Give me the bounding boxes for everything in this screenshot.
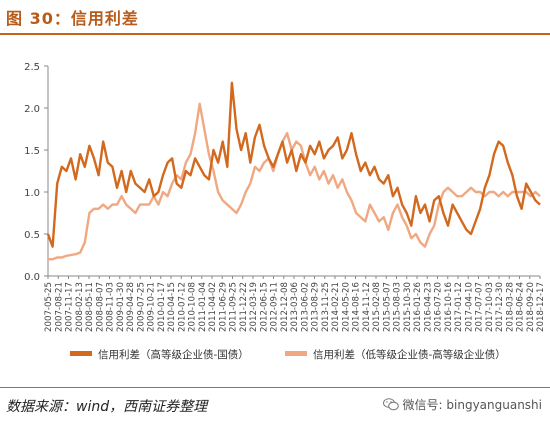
x-tick-label: 2018-03-28 bbox=[505, 282, 515, 332]
x-tick-label: 2012-06-15 bbox=[259, 282, 269, 332]
x-tick-label: 2014-02-21 bbox=[331, 282, 341, 332]
x-tick-label: 2009-10-21 bbox=[147, 282, 157, 332]
x-tick-label: 2011-04-02 bbox=[208, 282, 218, 332]
x-tick-label: 2014-05-20 bbox=[341, 282, 351, 332]
x-tick-label: 2018-09-20 bbox=[526, 282, 536, 332]
x-tick-label: 2013-11-25 bbox=[321, 282, 331, 332]
x-tick-label: 2016-10-16 bbox=[444, 282, 454, 332]
y-tick-label: 1.0 bbox=[24, 188, 40, 199]
x-tick-label: 2007-08-21 bbox=[54, 282, 64, 332]
x-tick-label: 2018-12-17 bbox=[536, 282, 546, 332]
legend-label: 信用利差（高等级企业债-国债） bbox=[98, 348, 249, 361]
x-tick-label: 2017-07-07 bbox=[475, 282, 485, 332]
x-tick-label: 2012-09-11 bbox=[270, 282, 280, 332]
x-tick-label: 2014-08-16 bbox=[352, 282, 362, 332]
wechat-id: 微信号: bingyanguanshi bbox=[402, 398, 542, 412]
x-tick-label: 2012-12-08 bbox=[280, 282, 290, 332]
x-tick-label: 2018-06-24 bbox=[516, 282, 526, 332]
header-rule bbox=[0, 33, 550, 35]
x-tick-label: 2010-01-17 bbox=[157, 282, 167, 332]
y-axis: 0.0 0.5 1.0 1.5 2.0 2.5 bbox=[24, 62, 49, 283]
x-tick-label: 2016-07-20 bbox=[434, 282, 444, 332]
x-tick-label: 2012-03-19 bbox=[249, 282, 259, 332]
credit-spread-chart: 0.00.51.01.52.02.5 2007-05-25 2007-08-21 2… bbox=[24, 62, 546, 361]
x-tick-label: 2016-04-23 bbox=[423, 282, 433, 332]
series-lines bbox=[46, 81, 541, 261]
x-tick-label: 2009-04-28 bbox=[126, 282, 136, 332]
x-tick-label: 2008-11-03 bbox=[106, 282, 116, 332]
x-tick-label: 2017-12-30 bbox=[495, 282, 505, 332]
legend-swatch bbox=[70, 351, 92, 356]
x-tick-label: 2013-08-29 bbox=[311, 282, 321, 332]
x-tick-label: 2016-01-26 bbox=[413, 282, 423, 332]
x-tick-label: 2009-07-25 bbox=[136, 282, 146, 332]
x-tick-label: 2007-05-25 bbox=[44, 282, 54, 332]
wechat-icon bbox=[382, 398, 399, 411]
figure-title: 图 30：信用利差 bbox=[6, 9, 139, 28]
y-tick-label: 1.5 bbox=[24, 146, 40, 157]
series-line-low-grade bbox=[48, 102, 541, 261]
legend: 信用利差（高等级企业债-国债） 信用利差（低等级企业债-高等级企业债） bbox=[70, 348, 506, 361]
x-tick-label: 2008-08-07 bbox=[95, 282, 105, 332]
source-note: 数据来源：wind，西南证券整理 bbox=[6, 399, 208, 415]
x-tick-label: 2011-01-04 bbox=[198, 282, 208, 332]
legend-swatch bbox=[285, 351, 307, 356]
x-tick-label: 2015-05-07 bbox=[382, 282, 392, 332]
x-tick-label: 2011-06-29 bbox=[218, 282, 228, 332]
x-tick-label: 2013-03-06 bbox=[290, 282, 300, 332]
y-tick-label: 2.0 bbox=[24, 104, 40, 115]
x-tick-label: 2014-11-12 bbox=[362, 282, 372, 332]
figure-header: 图 30：信用利差 bbox=[0, 0, 550, 35]
x-tick-label: 2010-07-12 bbox=[177, 282, 187, 332]
x-tick-label: 2010-10-08 bbox=[188, 282, 198, 332]
x-tick-label: 2010-04-15 bbox=[167, 282, 177, 332]
x-tick-label: 2017-04-10 bbox=[464, 282, 474, 332]
y-tick-label: 2.5 bbox=[24, 62, 40, 73]
wechat-watermark: 微信号: bingyanguanshi bbox=[382, 396, 542, 413]
x-axis: 2007-05-25 2007-08-21 2007-11-17 2008-02-13… bbox=[44, 275, 546, 332]
x-tick-label: 2011-12-22 bbox=[239, 282, 249, 332]
legend-label: 信用利差（低等级企业债-高等级企业债） bbox=[313, 348, 506, 361]
x-tick-label: 2017-01-12 bbox=[454, 282, 464, 332]
x-tick-label: 2007-11-17 bbox=[65, 282, 75, 332]
x-tick-label: 2008-02-13 bbox=[75, 282, 85, 332]
x-tick-label: 2008-05-11 bbox=[85, 282, 95, 332]
y-tick-label: 0.0 bbox=[24, 272, 40, 283]
series-line-high-grade bbox=[46, 81, 541, 248]
x-tick-label: 2017-10-03 bbox=[485, 282, 495, 332]
x-tick-label: 2013-06-02 bbox=[300, 282, 310, 332]
x-tick-label: 2015-08-03 bbox=[393, 282, 403, 332]
x-tick-label: 2011-09-25 bbox=[229, 282, 239, 332]
footer-rule bbox=[0, 387, 550, 388]
y-tick-label: 0.5 bbox=[24, 230, 40, 241]
x-tick-label: 2015-10-30 bbox=[403, 282, 413, 332]
x-tick-label: 2009-01-30 bbox=[116, 282, 126, 332]
x-tick-label: 2015-02-08 bbox=[372, 282, 382, 332]
